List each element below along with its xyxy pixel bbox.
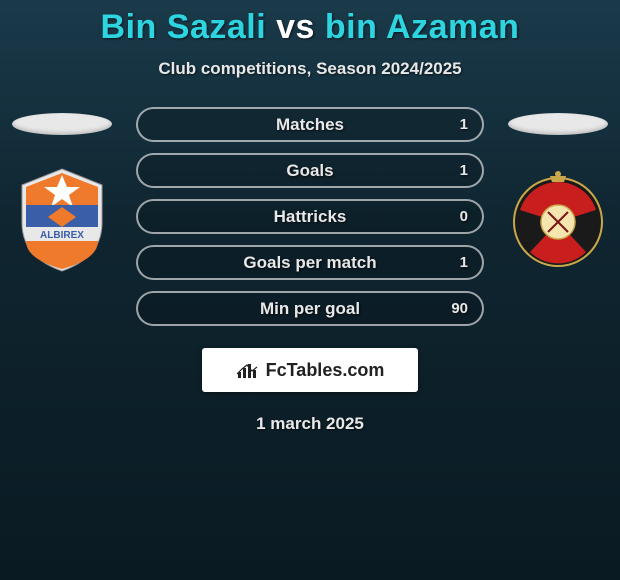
stat-right-value: 1 bbox=[460, 162, 468, 179]
content-row: ALBIREX Matches 1 Goals 1 Hattricks 0 Go… bbox=[0, 107, 620, 326]
player-left-column: ALBIREX bbox=[2, 107, 122, 275]
stat-row-goals: Goals 1 bbox=[136, 153, 484, 188]
stat-label: Goals per match bbox=[243, 253, 376, 273]
stat-row-min-per-goal: Min per goal 90 bbox=[136, 291, 484, 326]
player-left-placeholder bbox=[12, 113, 112, 135]
stat-label: Hattricks bbox=[274, 207, 347, 227]
brand-box[interactable]: FcTables.com bbox=[202, 348, 418, 392]
bar-chart-icon bbox=[236, 360, 260, 380]
stat-label: Goals bbox=[286, 161, 333, 181]
brunei-badge-icon bbox=[508, 170, 608, 270]
title-player2: bin Azaman bbox=[325, 8, 520, 46]
stat-label: Min per goal bbox=[260, 299, 360, 319]
title-player1: Bin Sazali bbox=[101, 8, 267, 46]
stat-row-goals-per-match: Goals per match 1 bbox=[136, 245, 484, 280]
subtitle: Club competitions, Season 2024/2025 bbox=[0, 59, 620, 79]
player-right-column bbox=[498, 107, 618, 275]
stat-right-value: 0 bbox=[460, 208, 468, 225]
player-right-placeholder bbox=[508, 113, 608, 135]
stat-label: Matches bbox=[276, 115, 344, 135]
player-right-badge bbox=[508, 165, 608, 275]
title-vs: vs bbox=[276, 8, 315, 46]
stat-row-matches: Matches 1 bbox=[136, 107, 484, 142]
stats-list: Matches 1 Goals 1 Hattricks 0 Goals per … bbox=[136, 107, 484, 326]
stat-right-value: 90 bbox=[451, 300, 468, 317]
stat-right-value: 1 bbox=[460, 254, 468, 271]
brand-text: FcTables.com bbox=[266, 360, 385, 381]
albirex-badge-icon: ALBIREX bbox=[12, 165, 112, 275]
svg-text:ALBIREX: ALBIREX bbox=[40, 230, 84, 241]
player-left-badge: ALBIREX bbox=[12, 165, 112, 275]
stat-row-hattricks: Hattricks 0 bbox=[136, 199, 484, 234]
page-title: Bin Sazali vs bin Azaman bbox=[0, 0, 620, 47]
stat-right-value: 1 bbox=[460, 116, 468, 133]
date-label: 1 march 2025 bbox=[0, 414, 620, 434]
